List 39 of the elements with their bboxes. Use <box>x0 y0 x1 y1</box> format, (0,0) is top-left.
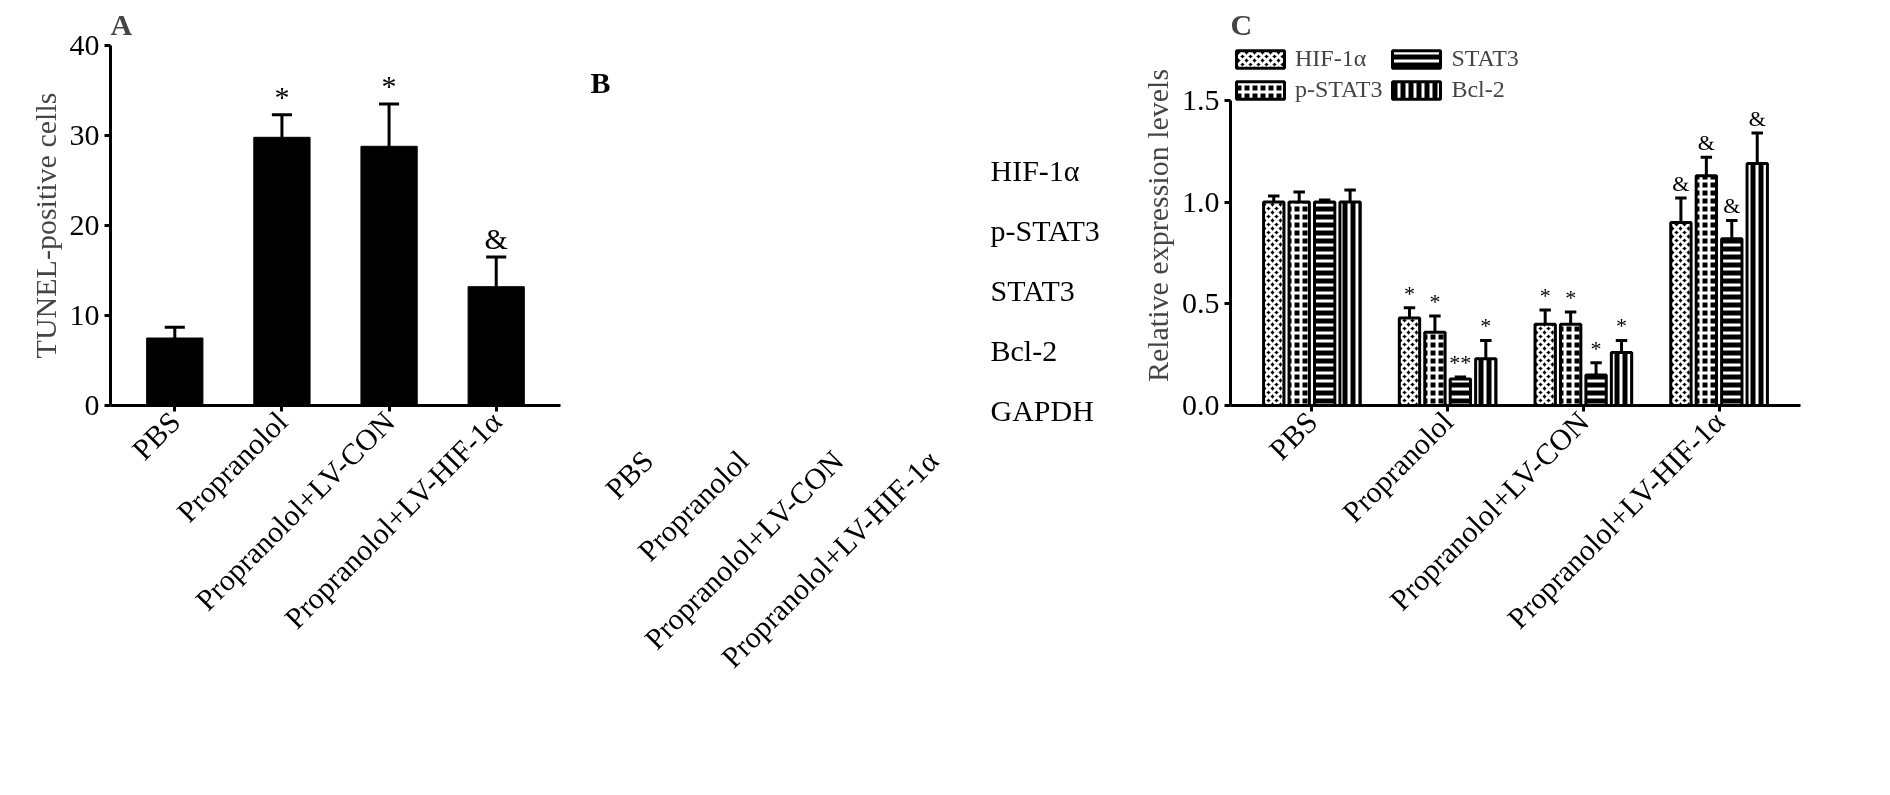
legend-label: HIF-1α <box>1295 45 1367 72</box>
data-label: & <box>1672 171 1690 197</box>
legend-label: p-STAT3 <box>1295 76 1383 103</box>
y-axis-title: TUNEL-positive cells <box>28 92 62 359</box>
text: B <box>590 65 611 99</box>
data-label: * <box>1539 282 1551 308</box>
y-tick-label: 0.5 <box>1182 286 1220 320</box>
category-label: GAPDH <box>990 394 1094 427</box>
category-label: Bcl-2 <box>990 334 1058 367</box>
y-tick-label: 0 <box>84 388 100 421</box>
chart-title: A <box>110 7 133 41</box>
y-tick-label: 30 <box>69 118 100 151</box>
data-label: * <box>1480 313 1492 339</box>
y-axis-title: Relative expression levels <box>1141 68 1174 383</box>
data-label: & <box>1697 130 1715 156</box>
data-label: * <box>1403 280 1415 306</box>
data-label: * <box>274 79 290 113</box>
y-tick-label: 40 <box>69 28 100 61</box>
legend-label: Bcl-2 <box>1451 76 1505 103</box>
data-label: & <box>484 222 508 255</box>
legend-label: STAT3 <box>1451 45 1519 72</box>
data-label: ** <box>1449 350 1472 376</box>
x-tick-label: PBS <box>1262 404 1324 466</box>
data-label: & <box>1723 193 1741 219</box>
data-label: * <box>1429 289 1441 315</box>
chart-title: C <box>1230 7 1253 41</box>
data-label: * <box>1616 313 1628 339</box>
data-label: * <box>1565 284 1577 310</box>
category-label: HIF-1α <box>990 154 1080 187</box>
category-label: p-STAT3 <box>990 214 1100 247</box>
data-label: & <box>1748 105 1766 131</box>
y-tick-label: 0.0 <box>1182 388 1220 421</box>
y-tick-label: 1.5 <box>1182 82 1220 116</box>
y-tick-label: 20 <box>69 208 100 241</box>
data-label: * <box>1590 335 1602 361</box>
category-label: STAT3 <box>990 274 1075 307</box>
y-tick-label: 1.0 <box>1182 184 1220 218</box>
data-label: * <box>381 69 397 102</box>
y-tick-label: 10 <box>69 298 100 331</box>
